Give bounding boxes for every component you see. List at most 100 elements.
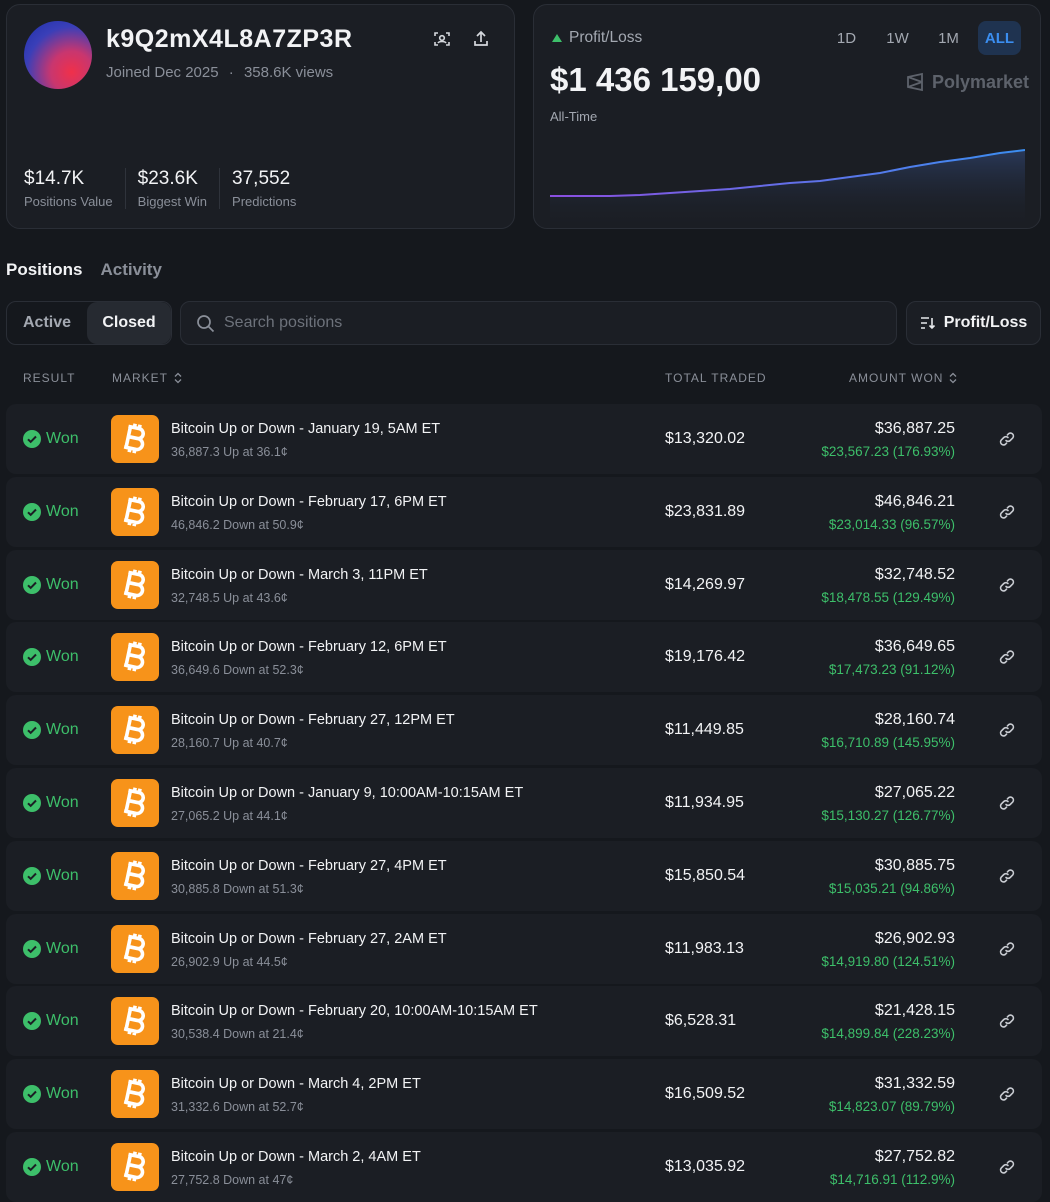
market-title: Bitcoin Up or Down - March 2, 4AM ET [171, 1149, 421, 1165]
won-check [23, 939, 41, 958]
stat: $23.6K Biggest Win [124, 168, 219, 209]
total-traded: $11,983.13 [665, 939, 744, 957]
market-title: Bitcoin Up or Down - January 19, 5AM ET [171, 421, 441, 437]
search-box[interactable]: Search positions [180, 301, 897, 345]
amount-won: $31,332.59 [874, 1075, 955, 1093]
market-detail: 27,065.2 Up at 44.1¢ [171, 809, 288, 823]
column-header: TOTAL TRADED [665, 371, 767, 385]
won-check [23, 502, 41, 521]
link-icon[interactable] [999, 1013, 1015, 1029]
total-traded: $6,528.31 [665, 1012, 737, 1030]
result: Won [46, 866, 79, 884]
bitcoin-icon [111, 997, 159, 1046]
stat-value: $14.7K [24, 168, 85, 189]
link-icon[interactable] [999, 577, 1015, 593]
range-button[interactable]: 1M [938, 29, 959, 47]
result: Won [46, 1085, 79, 1103]
total-traded: $13,320.02 [665, 430, 746, 447]
market-title: Bitcoin Up or Down - February 27, 4PM ET [171, 857, 447, 874]
total-traded: $13,035.92 [665, 1158, 746, 1175]
link-icon[interactable] [999, 504, 1015, 520]
tab[interactable]: Activity [100, 260, 162, 279]
bitcoin-icon [111, 1070, 159, 1119]
market-detail: 27,752.8 Down at 47¢ [171, 1173, 294, 1187]
tab[interactable]: Positions [6, 260, 83, 279]
scan-icon[interactable] [432, 29, 452, 49]
column-header[interactable]: MARKET [112, 371, 183, 385]
link-icon[interactable] [999, 868, 1015, 884]
total-traded: $19,176.42 [665, 648, 746, 666]
position-row: Won Bitcoin Up or Down - January 9, 10:00… [6, 768, 1042, 838]
position-row: Won Bitcoin Up or Down - February 27, 4PM… [6, 840, 1042, 911]
position-row: Won Bitcoin Up or Down - February 17, 6PM… [6, 476, 1042, 547]
position-row: Won Bitcoin Up or Down - March 2, 4AM ET 2… [6, 1132, 1042, 1202]
market-detail: 30,885.8 Down at 51.3¢ [171, 881, 304, 896]
username: k9Q2mX4L8A7ZP3R [106, 25, 353, 53]
range-button[interactable]: 1W [886, 29, 909, 47]
filter-button[interactable]: Closed [87, 302, 171, 344]
column-title: MARKET [112, 371, 169, 385]
pnl-amount: $1 436 159,00 [550, 61, 762, 98]
stat-label: Positions Value [24, 194, 113, 209]
views: 358.6K views [243, 64, 334, 81]
sort-arrows [174, 372, 182, 384]
profit: $14,716.91 (112.9%) [829, 1172, 955, 1187]
total-traded: $15,850.54 [665, 866, 746, 884]
range-selector: 1D 1W 1M ALL [825, 21, 1021, 55]
column-header[interactable]: AMOUNT WON [849, 371, 958, 385]
link-icon[interactable] [999, 1159, 1015, 1175]
result: Won [46, 648, 79, 666]
stat: 37,552 Predictions [219, 168, 308, 209]
amount-won: $21,428.15 [874, 1002, 955, 1020]
amount-won: $36,649.65 [874, 638, 955, 656]
bitcoin-icon [111, 779, 159, 827]
up-triangle [552, 34, 562, 42]
result: Won [46, 939, 79, 957]
range-button[interactable]: 1D [836, 29, 857, 47]
bitcoin-icon [111, 415, 159, 463]
total-traded: $23,831.89 [665, 502, 746, 520]
bitcoin-icon [111, 1143, 159, 1191]
stat-label: Biggest Win [137, 194, 208, 209]
link-icon[interactable] [999, 431, 1015, 447]
share-icon[interactable] [471, 29, 491, 49]
stat-label: Predictions [232, 194, 297, 209]
search-placeholder: Search positions [224, 314, 343, 331]
market-title: Bitcoin Up or Down - February 17, 6PM ET [171, 493, 447, 510]
link-icon[interactable] [999, 795, 1015, 811]
won-check [23, 1012, 41, 1031]
won-check [23, 575, 41, 594]
position-row: Won Bitcoin Up or Down - February 27, 2AM… [6, 913, 1042, 984]
link-icon[interactable] [999, 722, 1015, 738]
brand: Polymarket [932, 72, 1030, 92]
amount-won: $27,065.22 [874, 784, 955, 801]
pnl-period: All-Time [550, 109, 598, 124]
pnl-sparkline [550, 149, 1025, 228]
result: Won [46, 721, 79, 739]
result: Won [46, 1158, 79, 1175]
profit: $14,919.80 (124.51%) [821, 953, 955, 969]
range-button[interactable]: ALL [978, 21, 1021, 55]
link-icon[interactable] [999, 1086, 1015, 1102]
bitcoin-icon [111, 560, 159, 609]
result: Won [46, 502, 79, 520]
brand-logo [907, 72, 923, 92]
link-icon[interactable] [999, 941, 1015, 957]
link-icon[interactable] [999, 649, 1015, 665]
market-detail: 36,887.3 Up at 36.1¢ [171, 445, 288, 459]
filter-button[interactable]: Active [22, 314, 72, 331]
sort-label: Profit/Loss [943, 314, 1028, 331]
won-check [23, 866, 41, 885]
avatar [24, 21, 92, 89]
position-row: Won Bitcoin Up or Down - February 20, 10:… [6, 986, 1042, 1057]
position-row: Won Bitcoin Up or Down - March 3, 11PM ET… [6, 549, 1042, 620]
won-check [23, 430, 41, 448]
won-check [23, 648, 41, 667]
position-row: Won Bitcoin Up or Down - February 12, 6PM… [6, 622, 1042, 693]
sort-button[interactable]: Profit/Loss [906, 301, 1041, 345]
amount-won: $28,160.74 [874, 711, 955, 729]
won-check [23, 794, 41, 812]
stats: $14.7K Positions Value $23.6K Biggest Win 37… [24, 168, 308, 209]
amount-won: $30,885.75 [874, 856, 955, 874]
result: Won [46, 430, 79, 447]
